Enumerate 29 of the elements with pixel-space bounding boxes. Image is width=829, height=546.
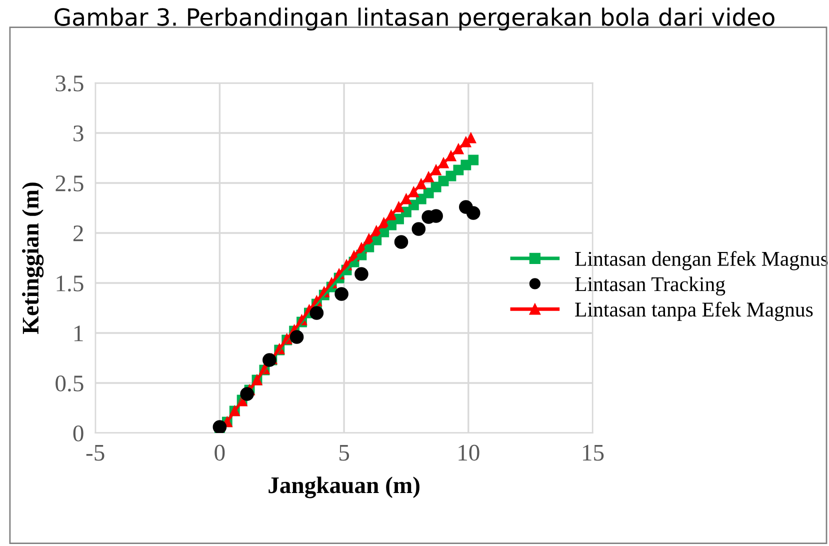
point	[240, 387, 254, 401]
point	[310, 306, 324, 320]
point	[412, 222, 426, 236]
legend-label: Lintasan Tracking	[575, 276, 726, 296]
x-axis-title: Jangkauan (m)	[268, 476, 420, 498]
x-tick-label: 15	[583, 444, 604, 461]
x-tick-label: 5	[340, 445, 350, 461]
y-tick-label: 3.5	[56, 76, 84, 92]
y-axis-title: Ketinggian (m)	[22, 182, 44, 334]
x-tick-label: 0	[214, 444, 225, 461]
y-tick-label: 1.5	[56, 276, 84, 292]
y-tick-label: 2.5	[56, 176, 84, 192]
y-tick-label: 1	[74, 326, 83, 342]
chart-title: Gambar 3. Perbandingan lintasan pergerakan bola dari video	[54, 8, 774, 31]
point	[354, 267, 368, 281]
point	[212, 420, 227, 433]
x-tick-label: 10	[458, 444, 480, 461]
legend-label: Lintasan tanpa Efek Magnus	[575, 302, 813, 321]
point	[290, 330, 304, 344]
point	[394, 235, 408, 249]
y-tick-label: 0.5	[56, 375, 84, 392]
legend-label: Lintasan dengan Efek Magnus	[575, 251, 828, 270]
x-tick-label: -5	[86, 445, 104, 461]
point	[262, 353, 276, 367]
y-tick-label: 3	[74, 126, 84, 142]
point	[466, 206, 480, 220]
point	[334, 287, 348, 301]
y-tick-label: 0	[73, 425, 84, 442]
y-tick-label: 2	[73, 226, 83, 242]
